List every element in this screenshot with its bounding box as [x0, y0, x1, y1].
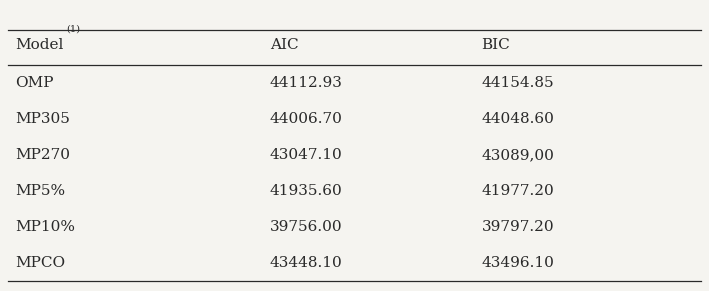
- Text: 43089,00: 43089,00: [481, 148, 554, 162]
- Text: 43496.10: 43496.10: [481, 256, 554, 270]
- Text: 39797.20: 39797.20: [481, 220, 554, 234]
- Text: 41935.60: 41935.60: [269, 184, 342, 198]
- Text: 41977.20: 41977.20: [481, 184, 554, 198]
- Text: MP5%: MP5%: [16, 184, 66, 198]
- Text: MPCO: MPCO: [16, 256, 66, 270]
- Text: AIC: AIC: [269, 38, 298, 52]
- Text: 39756.00: 39756.00: [269, 220, 342, 234]
- Text: MP305: MP305: [16, 112, 70, 126]
- Text: 44006.70: 44006.70: [269, 112, 342, 126]
- Text: 43448.10: 43448.10: [269, 256, 342, 270]
- Text: (1): (1): [67, 24, 80, 33]
- Text: 44154.85: 44154.85: [481, 76, 554, 90]
- Text: OMP: OMP: [16, 76, 54, 90]
- Text: 43047.10: 43047.10: [269, 148, 342, 162]
- Text: MP270: MP270: [16, 148, 70, 162]
- Text: MP10%: MP10%: [16, 220, 76, 234]
- Text: Model: Model: [16, 38, 64, 52]
- Text: 44048.60: 44048.60: [481, 112, 554, 126]
- Text: 44112.93: 44112.93: [269, 76, 342, 90]
- Text: BIC: BIC: [481, 38, 510, 52]
